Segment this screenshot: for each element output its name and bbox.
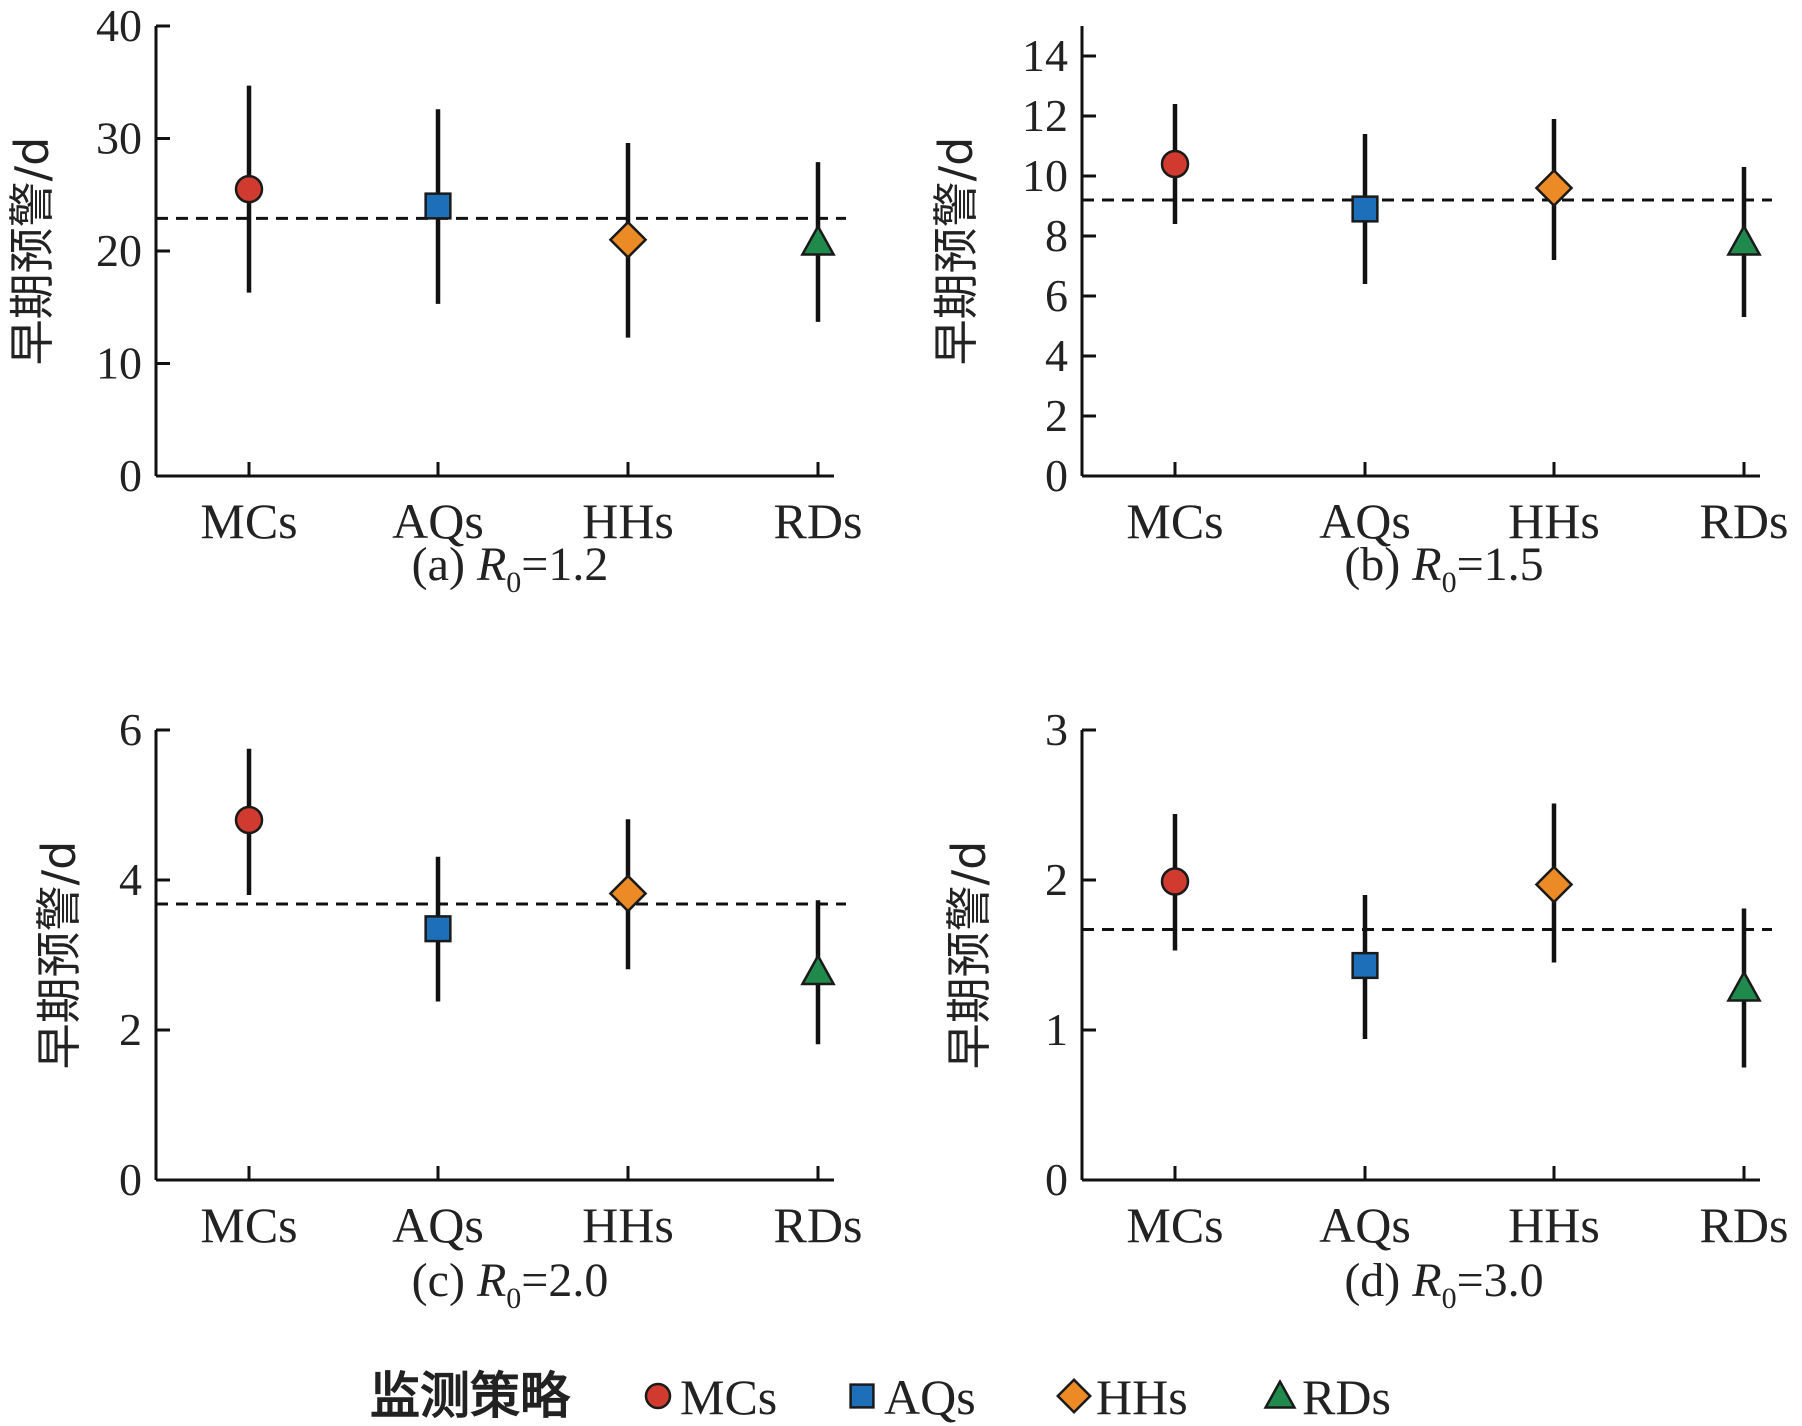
y-tick-label: 4 [119,854,142,905]
point-aqs [1351,951,1379,980]
x-tick-label: HHs [582,493,674,549]
caption-value: =2.0 [521,1254,608,1307]
caption-subscript: 0 [506,1282,521,1315]
point-aqs [1351,195,1379,223]
point-rds [800,953,836,986]
x-tick-label: HHs [582,1197,674,1253]
legend-marker-hhs [1056,1378,1092,1414]
y-tick-label: 3 [1045,704,1068,755]
y-tick-label: 12 [1022,90,1068,141]
x-tick-label: AQs [1319,1197,1411,1253]
legend-label-mcs: MCs [680,1369,777,1425]
y-tick-label: 4 [1045,330,1068,381]
y-tick-label: 2 [119,1004,142,1055]
x-tick-label: AQs [392,493,484,549]
legend-label-aqs: AQs [884,1369,976,1425]
y-tick-label: 14 [1022,30,1068,81]
x-tick-label: MCs [200,493,297,549]
legend-title: 监测策略 [370,1367,571,1425]
panel-caption: (b) R0=1.5 [1344,538,1543,599]
caption-prefix: (a) [412,538,477,591]
x-tick-label: MCs [1126,1197,1223,1253]
legend-marker-aqs [849,1383,875,1409]
y-axis-label: 早期预警/d [929,137,983,366]
point-hhs [1534,865,1574,904]
y-tick-label: 6 [1045,270,1068,321]
y-tick-label: 0 [119,1154,142,1205]
point-hhs [608,220,648,260]
caption-subscript: 0 [1442,566,1457,599]
caption-value: =1.2 [521,538,608,591]
point-mcs [1160,867,1190,896]
caption-prefix: (c) [412,1254,477,1307]
y-tick-label: 2 [1045,854,1068,905]
legend: 监测策略 MCs AQs HHs RDs [370,1367,1391,1425]
legend-label-rds: RDs [1302,1369,1391,1425]
x-tick-label: MCs [1126,493,1223,549]
x-tick-label: HHs [1508,1197,1600,1253]
x-tick-label: RDs [1700,493,1789,549]
point-mcs [234,174,264,204]
y-tick-label: 0 [1045,450,1068,501]
caption-subscript: 0 [506,566,521,599]
caption-variable: R [1411,538,1441,591]
caption-variable: R [476,1254,506,1307]
panel-caption: (d) R0=3.0 [1344,1254,1543,1315]
x-tick-label: AQs [392,1197,484,1253]
legend-label-hhs: HHs [1096,1369,1188,1425]
caption-subscript: 0 [1442,1282,1457,1315]
panel-caption: (c) R0=2.0 [412,1254,609,1315]
x-tick-label: HHs [1508,493,1600,549]
caption-variable: R [1411,1254,1441,1307]
x-tick-label: RDs [774,1197,863,1253]
y-axis-label: 早期预警/d [942,841,996,1070]
point-hhs [608,874,648,913]
x-tick-label: MCs [200,1197,297,1253]
point-hhs [1534,168,1574,208]
y-tick-label: 8 [1045,210,1068,261]
point-aqs [424,192,452,220]
caption-variable: R [476,538,506,591]
panel-caption: (a) R0=1.2 [412,538,609,599]
point-rds [1726,969,1762,1002]
y-tick-label: 0 [1045,1154,1068,1205]
y-tick-label: 10 [1022,150,1068,201]
y-axis-label: 早期预警/d [5,137,59,366]
caption-prefix: (d) [1344,1254,1412,1307]
y-tick-label: 6 [119,704,142,755]
y-axis-label: 早期预警/d [32,841,86,1070]
point-rds [800,223,836,256]
point-rds [1726,223,1762,256]
x-tick-label: RDs [1700,1197,1789,1253]
y-tick-label: 30 [96,113,142,164]
point-mcs [234,805,264,835]
caption-prefix: (b) [1344,538,1412,591]
caption-value: =3.0 [1457,1254,1544,1307]
legend-marker-mcs [644,1382,672,1410]
point-mcs [1160,149,1190,179]
caption-value: =1.5 [1457,538,1544,591]
x-tick-label: RDs [774,493,863,549]
point-aqs [424,915,452,943]
x-tick-label: AQs [1319,493,1411,549]
y-tick-label: 0 [119,450,142,501]
y-tick-label: 40 [96,0,142,51]
y-tick-label: 20 [96,225,142,276]
legend-marker-rds [1263,1379,1297,1409]
y-tick-label: 1 [1045,1004,1068,1055]
y-tick-label: 2 [1045,390,1068,441]
y-tick-label: 10 [96,338,142,389]
